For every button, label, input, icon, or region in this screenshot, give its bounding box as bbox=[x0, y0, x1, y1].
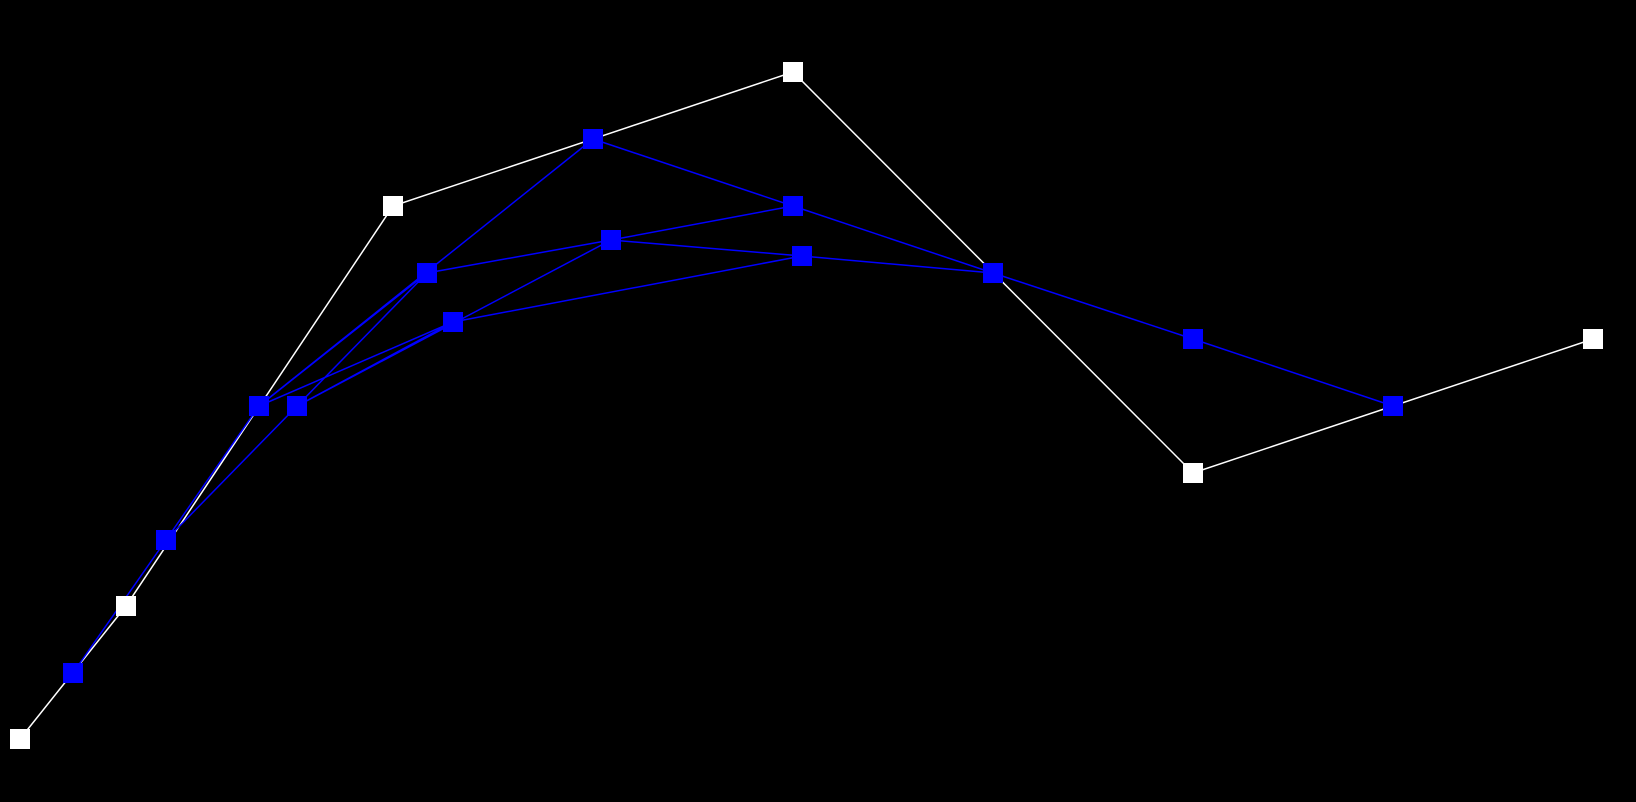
construction-point-11[interactable] bbox=[1183, 329, 1203, 349]
construction-point-6[interactable] bbox=[583, 129, 603, 149]
construction-point-1[interactable] bbox=[156, 530, 176, 550]
construction-point-8[interactable] bbox=[783, 196, 803, 216]
construction-point-2[interactable] bbox=[249, 396, 269, 416]
construction-point-7[interactable] bbox=[601, 230, 621, 250]
construction-point-10[interactable] bbox=[983, 263, 1003, 283]
construction-level-5 bbox=[296, 321, 454, 407]
control-point-4[interactable] bbox=[1183, 463, 1203, 483]
construction-point-12[interactable] bbox=[1383, 396, 1403, 416]
points-layer bbox=[10, 62, 1603, 749]
construction-point-5[interactable] bbox=[443, 312, 463, 332]
control-point-0[interactable] bbox=[10, 729, 30, 749]
control-point-2[interactable] bbox=[383, 196, 403, 216]
construction-level-6 bbox=[258, 272, 428, 407]
construction-point-9[interactable] bbox=[792, 246, 812, 266]
construction-point-3[interactable] bbox=[287, 396, 307, 416]
construction-point-4[interactable] bbox=[417, 263, 437, 283]
construction-point-0[interactable] bbox=[63, 663, 83, 683]
control-point-3[interactable] bbox=[783, 62, 803, 82]
control-point-1[interactable] bbox=[116, 596, 136, 616]
control-point-5[interactable] bbox=[1583, 329, 1603, 349]
